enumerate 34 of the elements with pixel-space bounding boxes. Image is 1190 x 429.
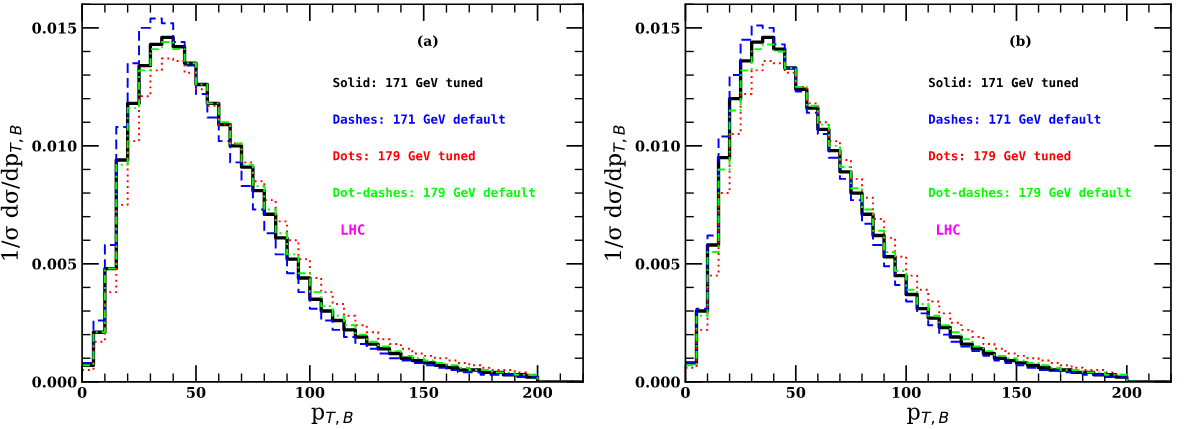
x-tick-label: 200 [523, 386, 553, 398]
text: Dot-dashes: 179 GeV default [333, 187, 535, 198]
annotation: LHC [341, 224, 365, 235]
y-tick-label: 0.000 [635, 376, 680, 388]
x-tick-label: 100 [296, 386, 325, 398]
x-tick-label: 0 [681, 386, 690, 398]
y-tick-label: 0.010 [635, 140, 680, 152]
x-tick-label: 200 [1112, 386, 1142, 398]
annotation: (a) [418, 35, 438, 49]
y-axis-title: 1/σ dσ/dp$_{T,B}$ [0, 125, 24, 260]
x-axis-title: p$_{T,B}$ [907, 407, 949, 425]
x-tick-label: 150 [410, 386, 439, 398]
x-tick-label: 100 [892, 386, 921, 398]
y-tick-label: 0.010 [32, 140, 77, 152]
text: Dots: 179 GeV tuned [333, 150, 475, 161]
x-axis-title: p$_{T,B}$ [311, 407, 353, 425]
y-tick-label: 0.015 [32, 22, 77, 34]
x-tick-label: 150 [1003, 386, 1032, 398]
y-tick-label: 0.000 [32, 376, 77, 388]
x-tick-label: 50 [187, 386, 206, 398]
y-tick-label: 0.005 [635, 258, 680, 270]
annotation: (b) [1010, 35, 1031, 49]
text: Solid: 171 GeV tuned [928, 76, 1078, 88]
x-tick-label: 50 [786, 386, 806, 398]
y-axis-title: 1/σ dσ/dp$_{T,B}$ [604, 125, 627, 260]
text: Dots: 179 GeV tuned [929, 150, 1071, 161]
text: Solid: 171 GeV tuned [333, 76, 483, 88]
y-tick-label: 0.005 [32, 258, 77, 270]
x-tick-label: 0 [77, 386, 87, 398]
y-tick-label: 0.015 [635, 22, 680, 34]
text: Dot-dashes: 179 GeV default [929, 187, 1131, 198]
text: Dashes: 171 GeV default [929, 114, 1101, 124]
annotation: LHC [937, 224, 960, 235]
text: Dashes: 171 GeV default [333, 114, 505, 124]
